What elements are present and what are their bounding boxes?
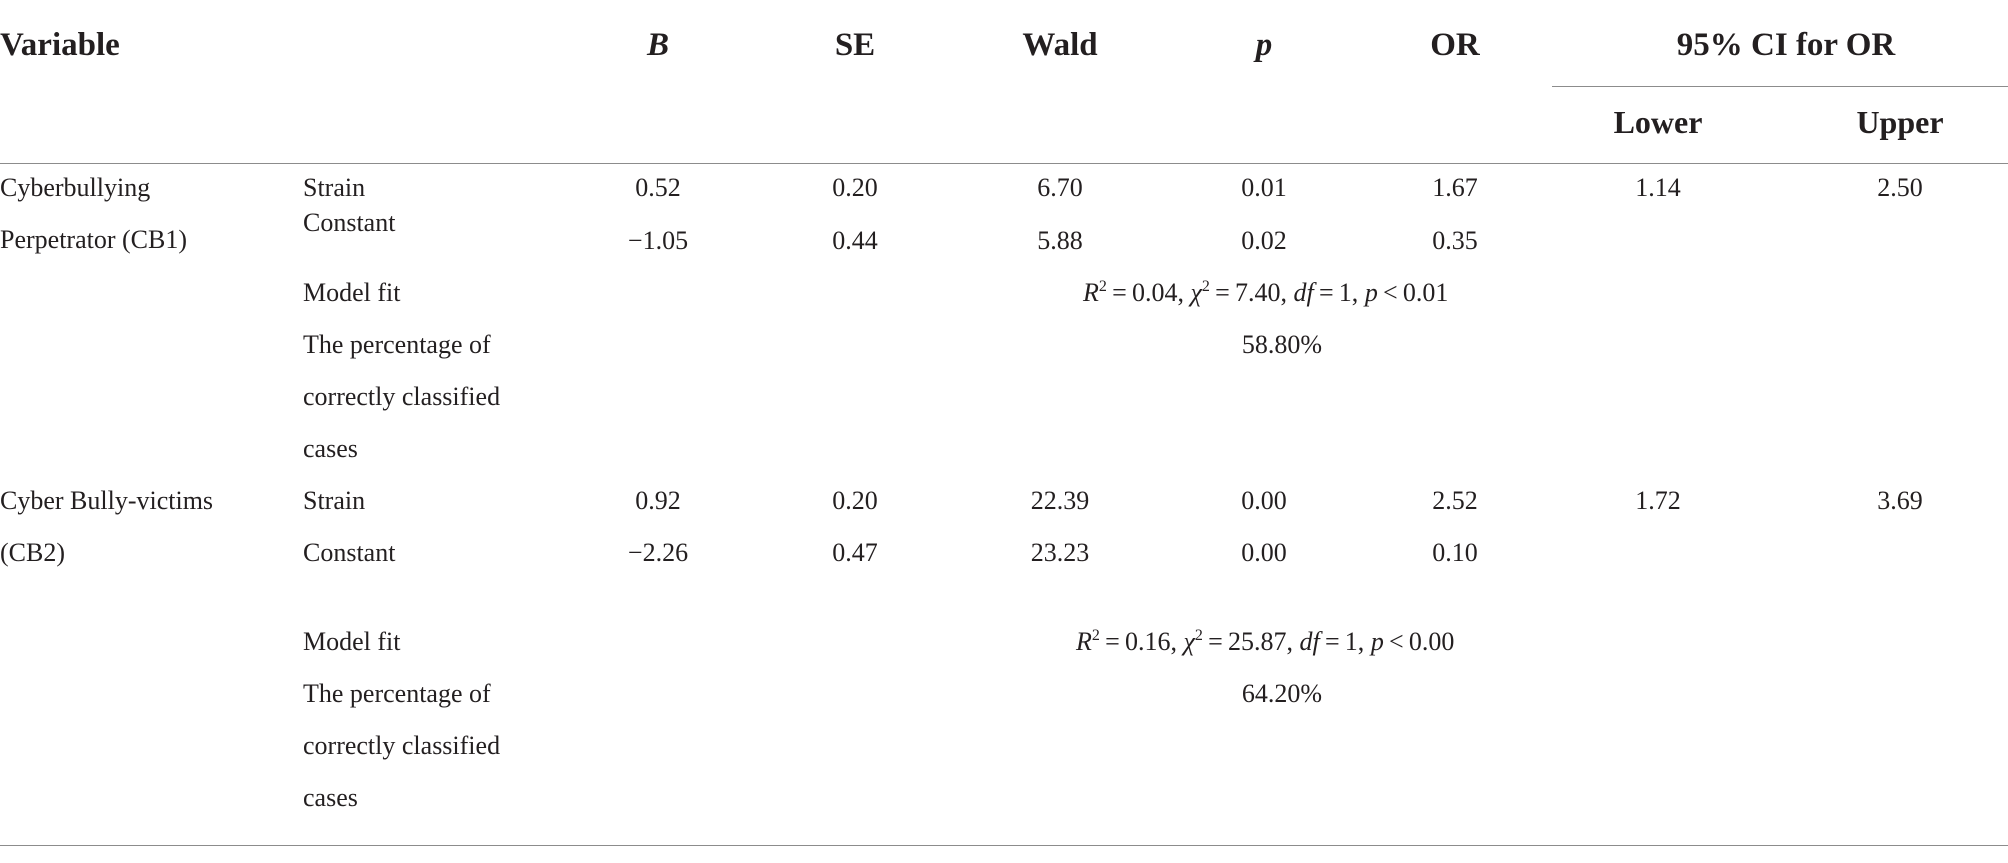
row-label-strain: Strain xyxy=(303,486,366,515)
table-bottom-rule xyxy=(0,845,2008,846)
df-symbol: df xyxy=(1299,627,1320,656)
p-symbol: p xyxy=(1370,627,1384,656)
group-name-line1: Cyberbullying xyxy=(0,173,151,202)
group-name-line2: Perpetrator (CB1) xyxy=(0,225,188,254)
chi-exponent: 2 xyxy=(1201,278,1210,295)
cell-or: 2.52 xyxy=(1432,486,1478,515)
header-p: p xyxy=(1255,27,1273,63)
r2-symbol: R xyxy=(1083,278,1099,307)
cell-p: 0.00 xyxy=(1241,538,1287,567)
cell-wald: 23.23 xyxy=(1030,538,1090,567)
r2-exponent: 2 xyxy=(1098,278,1107,295)
pct-label-line1: The percentage of xyxy=(303,679,491,708)
cell-b: 0.52 xyxy=(635,173,681,202)
cell-se: 0.47 xyxy=(832,538,878,567)
header-variable: Variable xyxy=(0,27,120,63)
df-symbol: df xyxy=(1293,278,1314,307)
cell-p: 0.00 xyxy=(1241,486,1287,515)
r2-value: = 0.04, xyxy=(1106,278,1191,307)
chi-value: = 7.40, xyxy=(1209,278,1294,307)
cell-se: 0.44 xyxy=(832,226,878,255)
header-lower: Lower xyxy=(1613,104,1703,140)
chi-value: = 25.87, xyxy=(1202,627,1300,656)
cell-wald: 6.70 xyxy=(1037,173,1083,202)
pct-label-line1: The percentage of xyxy=(303,330,491,359)
row-label-strain: Strain xyxy=(303,173,366,202)
header-rule xyxy=(0,163,2008,164)
r2-symbol: R xyxy=(1076,627,1092,656)
pct-label-line2: correctly classified xyxy=(303,382,501,411)
df-value: = 1, xyxy=(1313,278,1365,307)
cell-b: −1.05 xyxy=(627,226,689,255)
chi-exponent: 2 xyxy=(1194,627,1203,644)
p-value: < 0.01 xyxy=(1377,278,1449,307)
group-name-line2: (CB2) xyxy=(0,538,65,567)
cell-lower: 1.14 xyxy=(1635,173,1681,202)
row-label-model-fit: Model fit xyxy=(303,627,401,656)
header-ci: 95% CI for OR xyxy=(1676,27,1896,63)
pct-label-line2: correctly classified xyxy=(303,731,501,760)
group-name-line1: Cyber Bully-victims xyxy=(0,486,214,515)
pct-label-line3: cases xyxy=(303,783,358,812)
header-b: B xyxy=(646,27,670,63)
row-label-model-fit: Model fit xyxy=(303,278,401,307)
cell-upper: 2.50 xyxy=(1877,173,1923,202)
cell-or: 1.67 xyxy=(1432,173,1478,202)
row-label-constant: Constant xyxy=(303,208,396,237)
header-or: OR xyxy=(1430,27,1480,63)
cell-or: 0.35 xyxy=(1432,226,1478,255)
cell-p: 0.01 xyxy=(1241,173,1287,202)
df-value: = 1, xyxy=(1319,627,1371,656)
cell-se: 0.20 xyxy=(832,173,878,202)
cell-wald: 22.39 xyxy=(1030,486,1090,515)
header-se: SE xyxy=(834,27,876,63)
r2-value: = 0.16, xyxy=(1099,627,1184,656)
cell-or: 0.10 xyxy=(1432,538,1478,567)
chi-symbol: χ xyxy=(1183,627,1195,656)
model-fit-stats: R2 = 0.16, χ2 = 25.87, df = 1, p < 0.00 xyxy=(1076,627,1454,657)
cell-lower: 1.72 xyxy=(1635,486,1681,515)
pct-value: 64.20% xyxy=(1241,679,1323,708)
p-symbol: p xyxy=(1364,278,1378,307)
header-upper: Upper xyxy=(1856,104,1944,140)
cell-se: 0.20 xyxy=(832,486,878,515)
ci-header-rule xyxy=(1552,86,2008,87)
r2-exponent: 2 xyxy=(1091,627,1100,644)
cell-p: 0.02 xyxy=(1241,226,1287,255)
pct-label-line3: cases xyxy=(303,434,358,463)
pct-value: 58.80% xyxy=(1241,330,1323,359)
p-value: < 0.00 xyxy=(1383,627,1455,656)
cell-b: 0.92 xyxy=(635,486,681,515)
model-fit-stats: R2 = 0.04, χ2 = 7.40, df = 1, p < 0.01 xyxy=(1083,278,1448,308)
header-wald: Wald xyxy=(1022,27,1098,63)
cell-upper: 3.69 xyxy=(1877,486,1923,515)
row-label-constant: Constant xyxy=(303,538,396,567)
cell-b: −2.26 xyxy=(627,538,689,567)
cell-wald: 5.88 xyxy=(1037,226,1083,255)
chi-symbol: χ xyxy=(1190,278,1202,307)
